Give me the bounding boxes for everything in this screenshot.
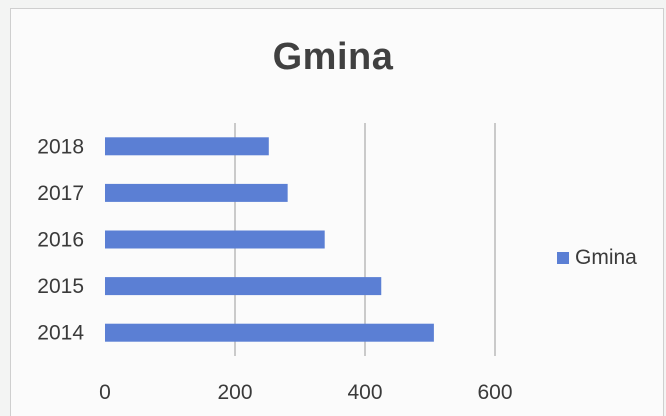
chart-area <box>10 8 664 416</box>
bar-2016 <box>105 230 325 249</box>
y-tick-label: 2015 <box>37 275 84 298</box>
bar-2015 <box>105 277 382 296</box>
x-tick-label: 400 <box>347 381 382 404</box>
y-tick-label: 2016 <box>37 229 84 252</box>
x-axis-labels: 0 200 400 600 <box>99 381 512 404</box>
bar-2018 <box>105 137 269 156</box>
legend: Gmina <box>557 246 637 270</box>
bar-2017 <box>105 183 288 202</box>
bars <box>105 137 434 342</box>
legend-swatch <box>557 252 569 264</box>
y-tick-label: 2017 <box>37 182 84 205</box>
x-tick-label: 200 <box>217 381 252 404</box>
legend-label: Gmina <box>575 246 637 269</box>
x-tick-label: 0 <box>99 381 111 404</box>
y-tick-label: 2014 <box>37 322 84 345</box>
y-tick-label: 2018 <box>37 135 84 158</box>
chart-title: Gmina <box>272 36 394 78</box>
y-axis-labels: 2018 2017 2016 2015 2014 <box>37 135 84 344</box>
x-tick-label: 600 <box>477 381 512 404</box>
bar-2014 <box>105 323 434 342</box>
